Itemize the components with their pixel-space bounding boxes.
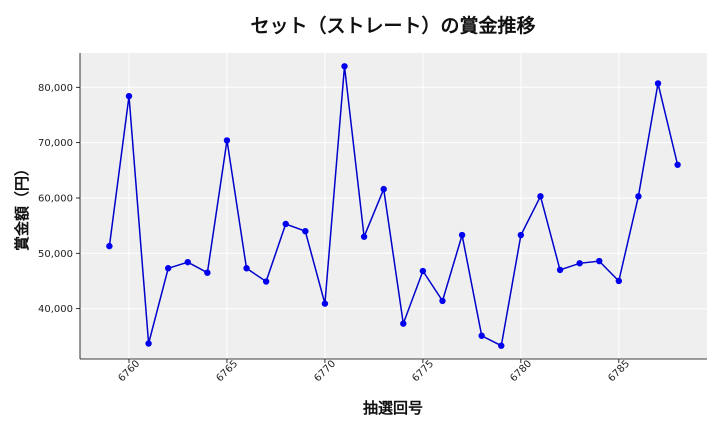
- data-point: [164, 265, 172, 272]
- data-point: [341, 63, 348, 70]
- data-point: [654, 80, 662, 87]
- data-point: [302, 227, 309, 235]
- chart-title: セット（ストレート）の賞金推移: [250, 14, 535, 37]
- data-point: [262, 278, 270, 285]
- data-point: [596, 257, 603, 265]
- data-point: [380, 185, 387, 193]
- data-point: [125, 92, 133, 100]
- data-point: [537, 193, 544, 200]
- series: [106, 63, 681, 349]
- x-tick-label: 6760: [116, 358, 142, 384]
- y-tick-label: 60,000: [38, 193, 73, 204]
- data-point: [282, 220, 289, 228]
- data-point: [615, 277, 623, 285]
- x-tick-label: 6785: [606, 358, 632, 384]
- y-axis-label: 賞金額（円）: [13, 161, 31, 251]
- data-point: [556, 266, 564, 274]
- data-point: [106, 242, 113, 250]
- data-point: [498, 342, 505, 349]
- x-tick-label: 6770: [312, 358, 338, 384]
- y-tick-label: 70,000: [38, 138, 73, 149]
- data-point: [674, 161, 681, 168]
- data-point: [184, 258, 191, 266]
- data-point: [635, 193, 642, 200]
- plot-area: [80, 53, 707, 359]
- data-point: [576, 260, 583, 267]
- x-tick-label: 6765: [214, 358, 240, 384]
- x-tick-label: 6775: [410, 358, 436, 384]
- data-point: [458, 231, 466, 239]
- data-point: [145, 340, 152, 347]
- data-point: [223, 137, 231, 144]
- data-point: [243, 265, 250, 272]
- data-point: [439, 297, 446, 305]
- data-point: [400, 320, 407, 327]
- series-line: [108, 66, 679, 347]
- x-ticks: 6760 6765 6770 6775 6780 6785: [116, 358, 632, 384]
- y-tick-label: 40,000: [38, 304, 73, 315]
- data-point: [321, 300, 329, 307]
- data-point: [419, 267, 427, 275]
- data-point: [517, 231, 525, 239]
- x-tick-label: 6780: [508, 358, 534, 384]
- y-ticks: 40,000 50,000 60,000 70,000 80,000: [38, 83, 80, 315]
- data-point: [478, 332, 485, 339]
- y-tick-label: 50,000: [38, 249, 73, 260]
- y-tick-label: 80,000: [38, 83, 73, 94]
- grid: [80, 53, 707, 359]
- x-axis-label: 抽選回号: [363, 399, 423, 417]
- data-point: [204, 269, 211, 276]
- data-point: [360, 233, 368, 240]
